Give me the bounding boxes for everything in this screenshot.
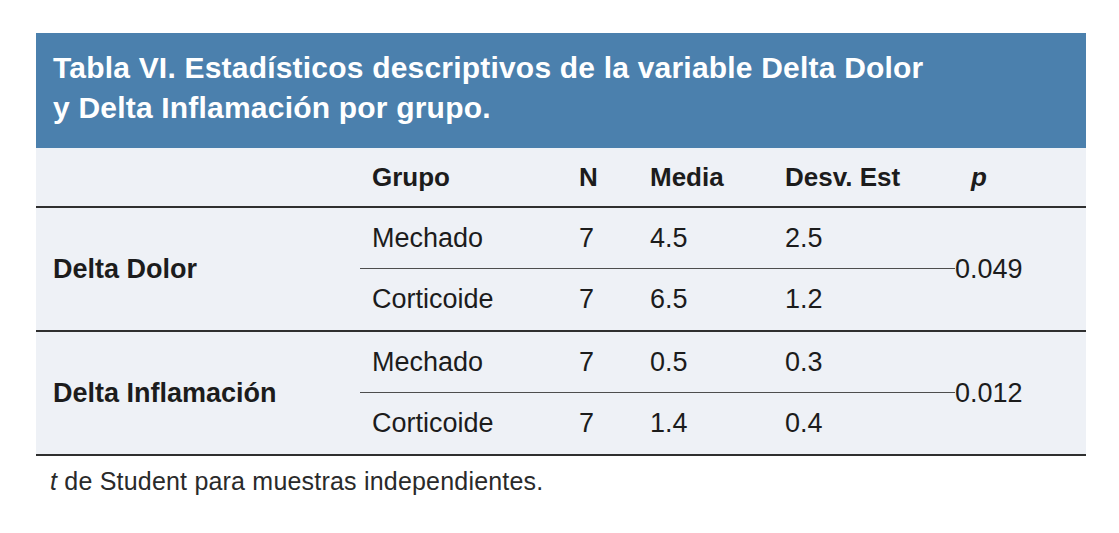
table-title: Tabla VI. Estadísticos descriptivos de l… [36,33,1086,148]
group-delta-inflamacion: Delta Inflamación Mechado 7 0.5 0.3 Cort… [36,332,1086,456]
cell-n: 7 [575,332,650,393]
table-title-line-1: Tabla VI. Estadísticos descriptivos de l… [53,48,1072,88]
table-footnote: t de Student para muestras independiente… [50,467,543,496]
table: Grupo N Media Desv. Est p Delta Dolor Me… [36,148,1086,456]
group-delta-dolor: Delta Dolor Mechado 7 4.5 2.5 Corticoide… [36,208,1086,332]
cell-p-value: 0.049 [955,208,1086,330]
cell-grupo: Corticoide [360,393,575,454]
table-header-row: Grupo N Media Desv. Est p [36,148,1086,208]
header-desv-est: Desv. Est [785,148,955,206]
table-title-line-2: y Delta Inflamación por grupo. [53,88,1072,128]
statistics-table-figure: Tabla VI. Estadísticos descriptivos de l… [36,33,1086,456]
header-n: N [575,148,650,206]
cell-grupo: Mechado [360,208,575,269]
header-grupo: Grupo [360,148,575,206]
cell-desv-est: 1.2 [785,269,955,330]
variable-label: Delta Dolor [36,208,360,330]
header-media: Media [650,148,785,206]
cell-n: 7 [575,393,650,454]
cell-media: 4.5 [650,208,785,269]
footnote-text: de Student para muestras independientes. [57,467,543,495]
cell-p-value: 0.012 [955,332,1086,454]
cell-desv-est: 0.4 [785,393,955,454]
cell-media: 1.4 [650,393,785,454]
cell-grupo: Mechado [360,332,575,393]
cell-n: 7 [575,269,650,330]
cell-grupo: Corticoide [360,269,575,330]
cell-desv-est: 0.3 [785,332,955,393]
variable-label: Delta Inflamación [36,332,360,454]
cell-media: 0.5 [650,332,785,393]
cell-desv-est: 2.5 [785,208,955,269]
cell-n: 7 [575,208,650,269]
header-p: p [955,148,1086,206]
cell-media: 6.5 [650,269,785,330]
header-variable [36,148,360,206]
